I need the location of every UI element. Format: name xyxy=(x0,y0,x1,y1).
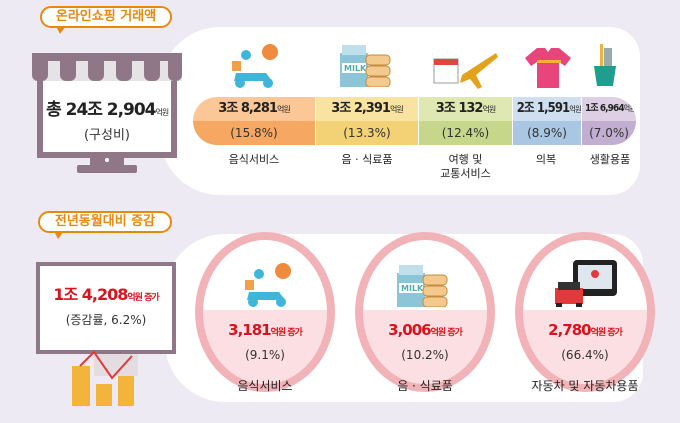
total-unit: 억원 xyxy=(155,108,169,117)
change-value: 3,181 xyxy=(228,321,271,339)
store-monitor: 총 24조 2,904억원 (구성비) xyxy=(32,53,182,178)
change-pct: (10.2%) xyxy=(401,348,449,362)
segment-unit: 억원 xyxy=(482,105,496,114)
category-label: 의복 xyxy=(535,153,557,166)
segment-pct: (15.8%) xyxy=(230,126,278,140)
change-pct: (66.4%) xyxy=(561,348,609,362)
category-label: 여행 및 교통서비스 xyxy=(440,153,491,180)
change-pct: (9.1%) xyxy=(245,348,285,362)
total-value: 24조 2,904 xyxy=(65,100,156,120)
change-value-line: 3,181억원 증가 xyxy=(228,320,303,343)
change-total-unit: 억원 증가 xyxy=(127,293,159,303)
change-total-value: 1조 4,208 xyxy=(53,285,128,304)
calendar-airplane-icon xyxy=(433,53,498,89)
segment-value-line: 3조 132억원 xyxy=(435,97,496,121)
segment-pct: (13.3%) xyxy=(343,126,391,140)
segment-pct: (7.0%) xyxy=(589,126,629,140)
change-unit: 억원 증가 xyxy=(270,328,303,338)
section-badge-text: 온라인쇼핑 거래액 xyxy=(55,9,157,24)
change-total-line: 1조 4,208억원 증가 xyxy=(53,284,159,309)
total-prefix: 총 xyxy=(45,100,66,120)
delivery-scooter-icon xyxy=(232,44,278,88)
svg-text:MILK: MILK xyxy=(401,284,424,293)
segment-pct: (8.9%) xyxy=(527,126,567,140)
category-segment-travel: 3조 132억원 (12.4%) xyxy=(419,97,512,145)
section-badge-yoy-change: 전년동월대비 증감 xyxy=(38,211,172,239)
change-unit: 억원 증가 xyxy=(590,328,623,338)
category-label: 음식서비스 xyxy=(228,153,280,166)
total-sub: (구성비) xyxy=(83,128,131,143)
segment-value: 2조 1,591 xyxy=(516,101,570,116)
change-circle-automobile: 2,780억원 증가 (66.4%) xyxy=(515,232,655,392)
change-label: 음식서비스 xyxy=(237,379,293,393)
change-unit: 억원 증가 xyxy=(430,328,463,338)
segment-value-line: 1조 6,964억원 xyxy=(584,97,636,121)
milk-bread-icon: MILK xyxy=(397,265,448,307)
change-total-sub: (증감률, 6.2%) xyxy=(65,313,147,327)
svg-text:MILK: MILK xyxy=(344,64,367,73)
monitor-growth-icon xyxy=(36,262,176,406)
delivery-scooter-icon xyxy=(245,263,291,307)
segment-unit: 억원 xyxy=(569,105,581,114)
store-awning-icon xyxy=(32,53,182,173)
segment-unit: 억원 xyxy=(623,104,636,113)
segment-unit: 억원 xyxy=(389,105,404,114)
change-label: 음 · 식료품 xyxy=(397,379,453,393)
car-navigation-icon xyxy=(555,260,617,307)
segment-value-line: 3조 8,281억원 xyxy=(218,97,291,121)
change-value-line: 3,006억원 증가 xyxy=(388,320,463,343)
toothbrush-cup-icon xyxy=(594,44,616,86)
category-segment-food-service: 3조 8,281억원 (15.8%) xyxy=(193,97,315,145)
segment-value-line: 2조 1,591억원 xyxy=(517,97,581,121)
change-circle-grocery: MILK 3,006억원 증가 (10.2%) xyxy=(355,232,495,392)
change-value: 2,780 xyxy=(548,321,591,339)
segment-unit: 억원 xyxy=(276,105,291,114)
tshirt-icon xyxy=(525,48,571,88)
segment-value: 3조 8,281 xyxy=(218,101,278,116)
segment-pct: (12.4%) xyxy=(441,126,490,140)
change-circle-food-service: 3,181억원 증가 (9.1%) xyxy=(195,232,335,392)
segment-value-line: 3조 2,391억원 xyxy=(331,97,404,121)
milk-bread-icon: MILK xyxy=(340,45,391,87)
category-segment-clothing: 2조 1,591억원 (8.9%) xyxy=(513,97,581,145)
segment-value: 3조 132 xyxy=(435,101,484,116)
change-value: 3,006 xyxy=(388,321,431,339)
section-badge-online-shopping: 온라인쇼핑 거래액 xyxy=(40,6,172,34)
change-label: 자동차 및 자동차용품 xyxy=(531,379,639,393)
category-label: 생활용품 xyxy=(589,153,631,166)
section-badge-text: 전년동월대비 증감 xyxy=(54,214,156,229)
segment-value: 3조 2,391 xyxy=(331,101,391,116)
category-label: 음 · 식료품 xyxy=(341,153,393,166)
segment-value: 1조 6,964 xyxy=(584,103,625,114)
change-value-line: 2,780억원 증가 xyxy=(548,320,623,343)
total-line: 총 24조 2,904억원 xyxy=(45,99,169,124)
category-segment-grocery: 3조 2,391억원 (13.3%) xyxy=(316,97,418,145)
category-segment-household: 1조 6,964억원 (7.0%) xyxy=(582,97,636,145)
